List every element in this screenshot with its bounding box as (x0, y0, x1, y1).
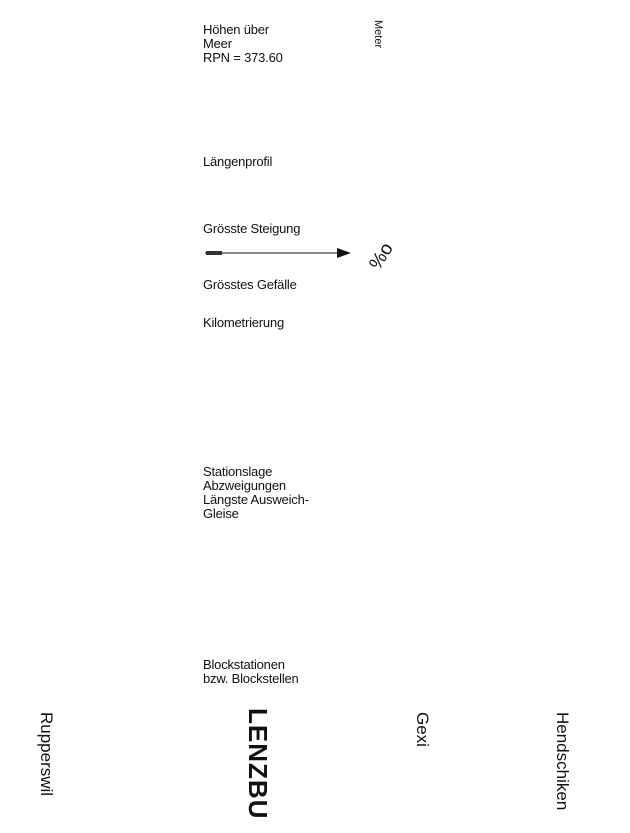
station-lenzburg: LENZBU (243, 708, 273, 820)
gradient-arrow-icon: %o (205, 239, 393, 274)
heights-label: Höhen über Meer RPN = 373.60 (203, 22, 283, 65)
station-rupperswil: Rupperswil (37, 712, 56, 797)
max-decline-label: Grösstes Gefälle (203, 277, 297, 292)
permille-symbol: %o (365, 239, 393, 273)
block-label: Blockstationen bzw. Blockstellen (203, 657, 299, 686)
kilometer-label: Kilometrierung (203, 315, 285, 330)
max-incline-label: Grösste Steigung (203, 221, 301, 236)
station-info-label: Stationslage Abzweigungen Längste Auswei… (203, 464, 309, 521)
station-hendschiken: Hendschiken (553, 712, 572, 811)
profile-label: Längenprofil (203, 154, 273, 169)
unit-label: Meter (372, 20, 384, 49)
station-gexi: Gexi (413, 712, 432, 747)
